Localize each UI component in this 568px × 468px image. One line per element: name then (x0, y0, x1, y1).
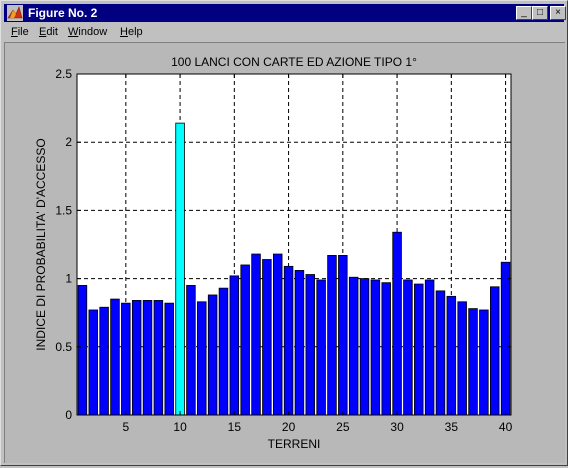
bar (262, 259, 272, 416)
bar (121, 302, 131, 416)
bar (457, 301, 467, 416)
y-tick-label: 2.5 (55, 67, 72, 81)
bar (305, 274, 316, 416)
window-title: Figure No. 2 (28, 6, 98, 20)
bar (381, 282, 391, 416)
bar (489, 286, 500, 416)
bar (359, 278, 370, 416)
x-tick-label: 15 (228, 420, 242, 434)
menu-window[interactable]: Window (68, 26, 108, 38)
bar (283, 265, 294, 416)
bar (468, 308, 478, 416)
x-axis-label: TERRENI (268, 437, 321, 451)
plot-area (77, 74, 511, 415)
bar (218, 287, 229, 416)
y-tick-label: 0 (65, 408, 72, 422)
bar (294, 270, 305, 416)
bar (435, 290, 446, 416)
bar (500, 261, 511, 416)
menu-edit[interactable]: Edit (39, 26, 58, 38)
bar (99, 306, 109, 416)
bar (414, 283, 424, 416)
bar (131, 300, 142, 416)
bar (240, 264, 250, 416)
matlab-logo-icon (7, 5, 23, 21)
minimize-button[interactable]: _ (516, 6, 532, 20)
x-tick-label: 35 (445, 420, 459, 434)
y-tick-label: 1.5 (55, 203, 72, 217)
x-tick-label: 10 (173, 420, 187, 434)
close-button[interactable]: × (550, 6, 566, 20)
y-axis-label: INDICE DI PROBABILITA' D'ACCESSO (34, 138, 48, 350)
bar (186, 285, 196, 416)
bar (348, 276, 359, 416)
bar (327, 255, 337, 416)
bar (110, 298, 120, 416)
title-bar[interactable]: Figure No. 2 _ □ × (4, 4, 566, 22)
y-tick-label: 1 (65, 272, 72, 286)
bar (316, 279, 326, 416)
menu-file[interactable]: File (11, 26, 29, 38)
bar (424, 279, 435, 416)
figure-canvas: 5 10 15 20 25 30 35 40 0 0.5 1 1.5 2 2.5 100 LANCI CON… (4, 42, 565, 463)
bar (479, 309, 489, 416)
menu-bar: File Edit Window Help (4, 23, 564, 41)
bar (370, 279, 381, 416)
x-tick-label: 25 (336, 420, 350, 434)
bar (175, 122, 185, 416)
bar (272, 253, 283, 416)
bar (77, 285, 88, 416)
y-tick-label: 0.5 (55, 340, 72, 354)
bar (229, 275, 240, 416)
bar (142, 300, 153, 416)
bar (403, 279, 413, 416)
bar (251, 253, 261, 416)
axes-box (76, 73, 512, 416)
bar (338, 255, 348, 416)
bar (197, 301, 207, 416)
y-tick-label: 2 (65, 135, 72, 149)
x-tick-label: 40 (499, 420, 513, 434)
bar-chart: 5 10 15 20 25 30 35 40 0 0.5 1 1.5 2 2.5 100 LANCI CON… (34, 55, 513, 451)
bar (153, 300, 164, 416)
bar (392, 231, 402, 416)
x-tick-label: 20 (282, 420, 296, 434)
bar (207, 294, 218, 416)
bar (88, 309, 99, 416)
menu-help[interactable]: Help (120, 26, 143, 38)
x-tick-label: 30 (390, 420, 404, 434)
bar (164, 302, 174, 416)
chart-title: 100 LANCI CON CARTE ED AZIONE TIPO 1° (171, 55, 417, 69)
bar (446, 295, 457, 416)
x-tick-label: 5 (122, 420, 129, 434)
maximize-button[interactable]: □ (532, 6, 548, 20)
